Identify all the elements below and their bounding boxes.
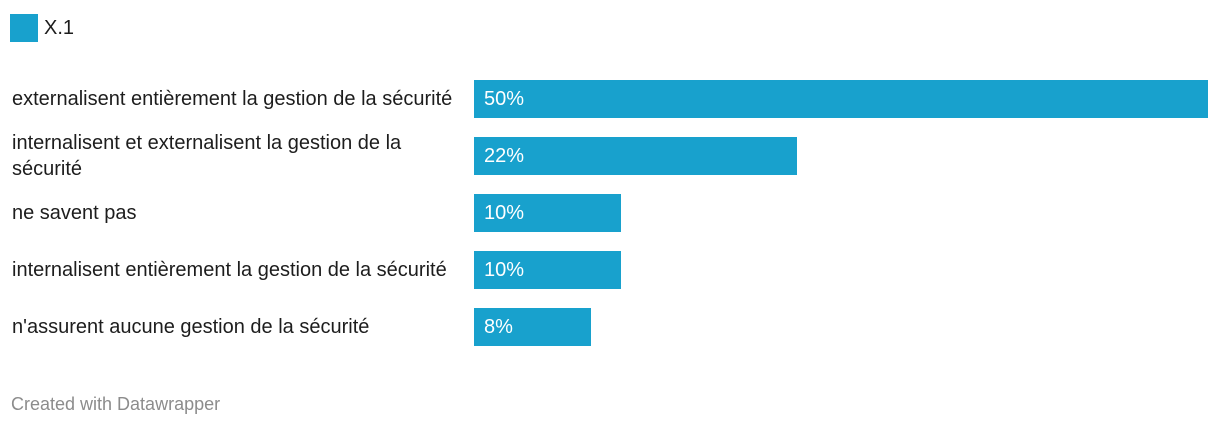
- category-label: ne savent pas: [12, 202, 137, 224]
- bar-value-label: 8%: [484, 316, 513, 338]
- bar-value-label: 10%: [484, 202, 525, 224]
- category-label: n'assurent aucune gestion de la sécurité: [12, 316, 370, 338]
- bar: [474, 251, 621, 289]
- legend: X.1: [10, 14, 74, 42]
- footer-credit: Created with Datawrapper: [11, 394, 221, 414]
- bar: [474, 80, 1208, 118]
- category-label: externalisent entièrement la gestion de …: [12, 88, 453, 110]
- bar: [474, 194, 621, 232]
- legend-label: X.1: [44, 16, 75, 39]
- category-label: internalisent entièrement la gestion de …: [12, 259, 447, 281]
- bar-chart: externalisent entièrement la gestion de …: [12, 80, 1208, 346]
- category-label: internalisent et externalisent la gestio…: [12, 132, 402, 180]
- bar: [474, 308, 592, 346]
- bar-value-label: 22%: [484, 145, 525, 167]
- bar: [474, 137, 797, 175]
- bar-value-label: 50%: [484, 88, 525, 110]
- bar-value-label: 10%: [484, 259, 525, 281]
- legend-swatch: [10, 14, 38, 42]
